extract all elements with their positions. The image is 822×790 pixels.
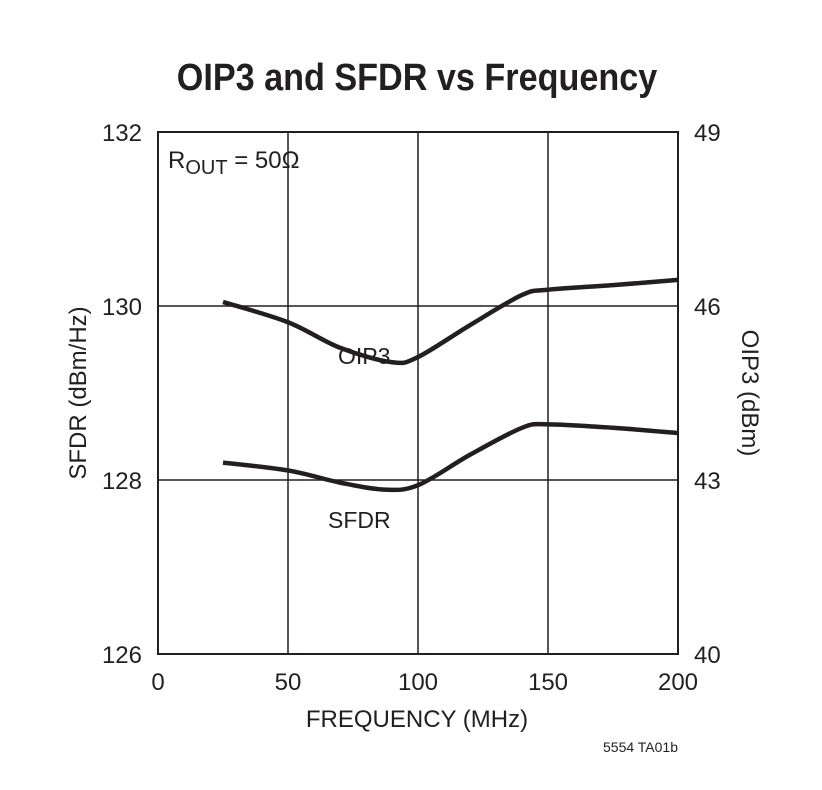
rout-annotation: ROUT = 50Ω <box>168 147 300 179</box>
oip3-line <box>222 277 679 366</box>
right-y-tick-label: 43 <box>694 468 721 495</box>
sfdr-series-label: SFDR <box>328 507 391 533</box>
x-tick-label: 0 <box>151 669 164 696</box>
right-y-tick-label: 40 <box>694 642 721 669</box>
left-y-tick-label: 126 <box>102 642 142 669</box>
figure-id-footnote: 5554 TA01b <box>603 739 678 755</box>
x-tick-label: 200 <box>658 669 698 696</box>
chart-title: OIP3 and SFDR vs Frequency <box>177 55 658 98</box>
x-axis-label: FREQUENCY (MHz) <box>306 706 528 733</box>
x-tick-label: 50 <box>275 669 302 696</box>
left-y-tick-label: 130 <box>102 294 142 321</box>
left-y-tick-label: 128 <box>102 468 142 495</box>
left-y-tick-label: 132 <box>102 120 142 147</box>
right-y-tick-label: 46 <box>694 294 721 321</box>
plot-frame <box>157 131 679 655</box>
right-y-tick-label: 49 <box>694 120 721 147</box>
x-tick-label: 100 <box>398 669 438 696</box>
left-y-axis-label: SFDR (dBm/Hz) <box>65 306 92 479</box>
x-tick-label: 150 <box>528 669 568 696</box>
right-y-axis-label: OIP3 (dBm) <box>736 330 763 457</box>
sfdr-line <box>222 421 679 493</box>
